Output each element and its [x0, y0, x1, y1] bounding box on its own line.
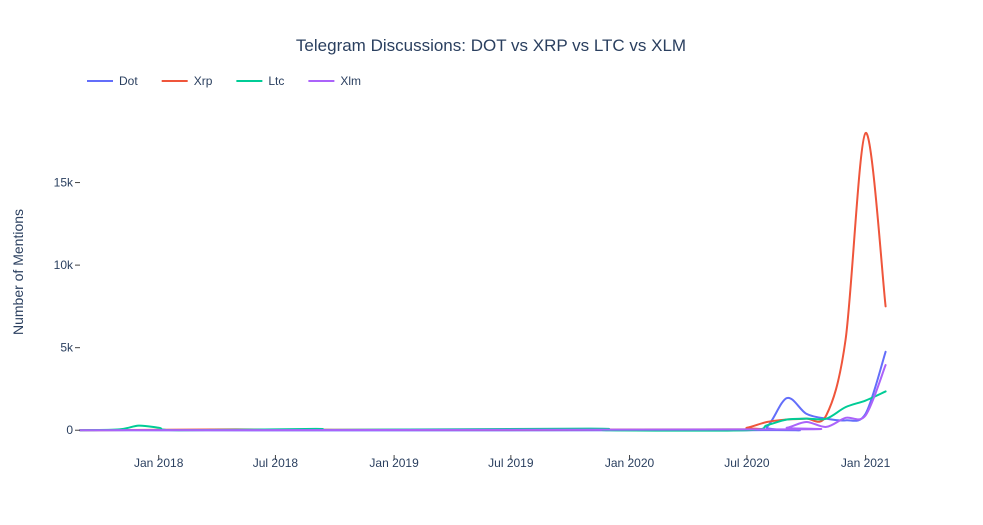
x-tick-label: Jan 2020: [605, 456, 655, 470]
legend-item-xrp[interactable]: Xrp: [161, 74, 213, 88]
series-line-dot: [79, 350, 887, 432]
y-tick-label: 0: [66, 423, 73, 437]
x-tick-label: Jan 2019: [369, 456, 419, 470]
y-tick-label: 10k: [54, 258, 74, 272]
chart-title: Telegram Discussions: DOT vs XRP vs LTC …: [296, 36, 686, 55]
x-tick-label: Jan 2021: [841, 456, 891, 470]
legend-item-dot[interactable]: Dot: [87, 74, 138, 88]
legend-label: Xlm: [340, 74, 361, 88]
legend-item-ltc[interactable]: Ltc: [236, 74, 284, 88]
legend-label: Dot: [119, 74, 138, 88]
x-tick-label: Jan 2018: [134, 456, 184, 470]
legend-label: Ltc: [268, 74, 284, 88]
x-tick-label: Jul 2018: [253, 456, 299, 470]
y-tick-label: 5k: [60, 341, 74, 355]
x-tick-label: Jul 2020: [724, 456, 770, 470]
y-axis: 0 5k 10k 15k: [54, 176, 80, 437]
plot-area: [79, 132, 887, 432]
series-line-xlm: [79, 364, 887, 432]
legend-label: Xrp: [194, 74, 213, 88]
series-line-xrp: [79, 132, 887, 432]
x-axis: Jan 2018 Jul 2018 Jan 2019 Jul 2019 Jan 2020…: [134, 455, 891, 470]
y-axis-title: Number of Mentions: [10, 209, 26, 335]
series-line-ltc: [79, 390, 887, 432]
y-tick-label: 15k: [54, 176, 74, 190]
legend[interactable]: Dot Xrp Ltc Xlm: [87, 74, 361, 88]
legend-item-xlm[interactable]: Xlm: [308, 74, 361, 88]
x-tick-label: Jul 2019: [488, 456, 534, 470]
